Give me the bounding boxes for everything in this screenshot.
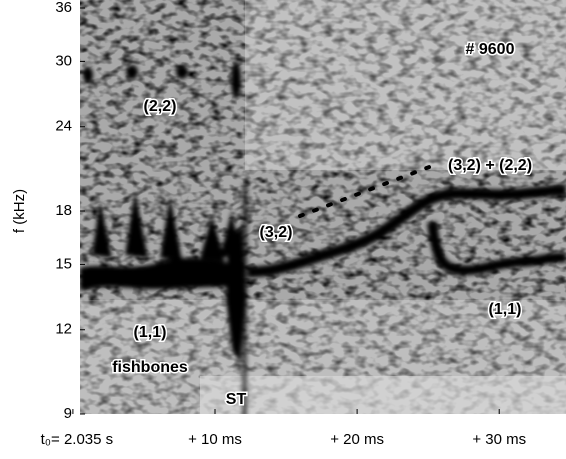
annotation: ST [226, 391, 247, 408]
y-tick-label: 12 [55, 321, 72, 338]
x-tick-label: + 30 ms [472, 431, 526, 448]
x-tick-label: t₀= 2.035 s [41, 431, 114, 448]
y-tick-label: 30 [55, 52, 72, 69]
annotation: # 9600 [466, 41, 515, 58]
spectrogram [80, 0, 566, 414]
y-tick-label: 24 [55, 118, 72, 135]
annotation: (1,1) [489, 301, 522, 318]
annotation: (2,2) [144, 98, 177, 115]
x-tick-label: + 20 ms [330, 431, 384, 448]
x-tick-label: + 10 ms [188, 431, 242, 448]
y-tick-label: 9 [64, 405, 72, 422]
annotation: fishbones [112, 359, 188, 376]
y-tick-label: 15 [55, 255, 72, 272]
annotation: (1,1) [134, 324, 167, 341]
y-tick-label: 18 [55, 202, 72, 219]
y-tick-label: 36 [55, 0, 72, 16]
annotation: (3,2) [260, 224, 293, 241]
y-axis-label: f (kHz) [11, 189, 28, 233]
annotation: (3,2) + (2,2) [448, 157, 532, 174]
